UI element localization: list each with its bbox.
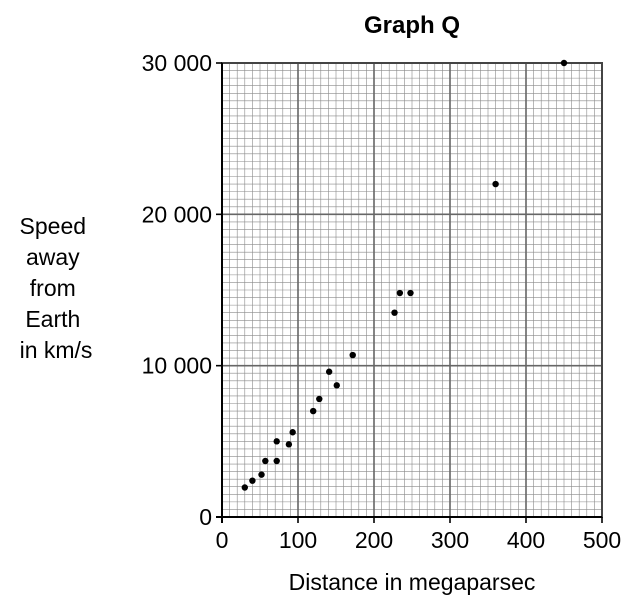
data-point bbox=[333, 382, 340, 389]
y-tick-label: 0 bbox=[199, 504, 212, 530]
data-point bbox=[262, 457, 269, 465]
chart-title: Graph Q bbox=[364, 12, 460, 39]
x-tick-label: 400 bbox=[507, 527, 545, 553]
data-point bbox=[310, 407, 317, 415]
data-point bbox=[560, 59, 568, 67]
data-points bbox=[241, 59, 568, 491]
data-point bbox=[285, 441, 293, 448]
y-axis-label-line-5: in km/s bbox=[20, 337, 93, 363]
y-tick-label: 20 000 bbox=[142, 201, 212, 227]
data-point bbox=[316, 395, 323, 403]
data-point bbox=[273, 438, 280, 445]
data-point bbox=[258, 471, 265, 478]
x-tick-label: 300 bbox=[431, 527, 469, 553]
x-tick-label: 0 bbox=[216, 527, 229, 553]
tick-marks bbox=[216, 62, 603, 523]
y-axis-label: Speed away from Earth in km/s bbox=[20, 213, 93, 363]
y-axis-label-line-4: Earth bbox=[25, 306, 80, 332]
y-tick-labels: 0 10 000 20 000 30 000 bbox=[142, 50, 212, 530]
data-point bbox=[349, 351, 356, 359]
data-point bbox=[396, 289, 404, 297]
x-axis-label: Distance in megaparsec bbox=[289, 569, 536, 595]
data-point bbox=[492, 180, 499, 188]
data-point bbox=[325, 368, 333, 375]
x-tick-label: 500 bbox=[583, 527, 621, 553]
data-point bbox=[249, 477, 256, 484]
data-point bbox=[241, 484, 248, 491]
x-tick-label: 200 bbox=[355, 527, 393, 553]
y-tick-label: 30 000 bbox=[142, 50, 212, 76]
y-axis-label-line-2: away bbox=[26, 244, 80, 270]
minor-grid bbox=[222, 63, 602, 517]
y-axis-label-line-3: from bbox=[30, 275, 76, 301]
y-tick-label: 10 000 bbox=[142, 353, 212, 379]
data-point bbox=[289, 429, 296, 436]
x-tick-label: 100 bbox=[279, 527, 317, 553]
x-tick-labels: 0 100 200 300 400 500 bbox=[216, 527, 622, 553]
data-point bbox=[273, 457, 280, 465]
y-axis-label-line-1: Speed bbox=[20, 213, 87, 239]
data-point bbox=[391, 309, 398, 316]
data-point bbox=[407, 289, 414, 297]
